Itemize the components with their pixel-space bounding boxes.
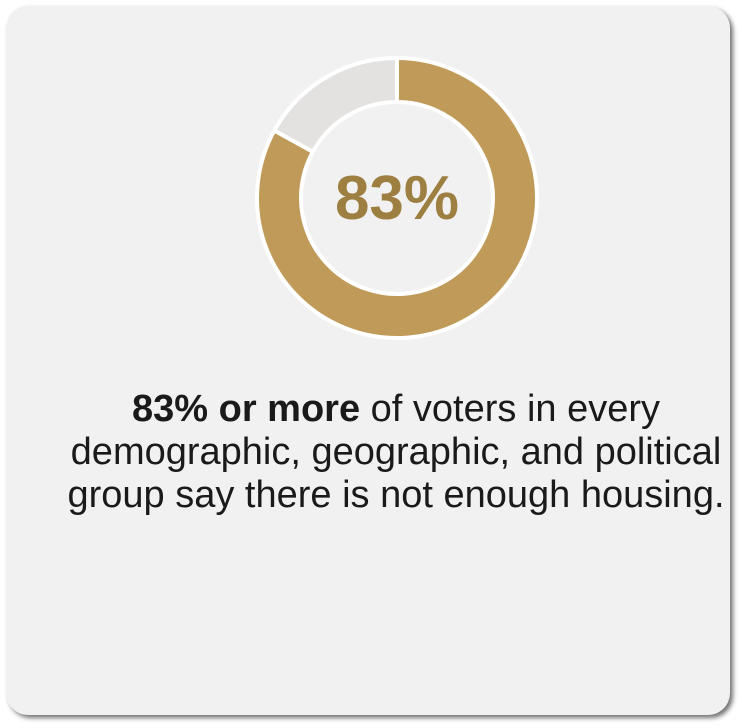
caption-lead: 83% or more [132, 388, 360, 430]
donut-center-label: 83% [254, 55, 540, 341]
stat-caption: 83% or more of voters in every demograph… [66, 388, 726, 517]
donut-chart: 83% [254, 55, 540, 341]
stat-card: 83% 83% or more of voters in every demog… [6, 6, 730, 715]
